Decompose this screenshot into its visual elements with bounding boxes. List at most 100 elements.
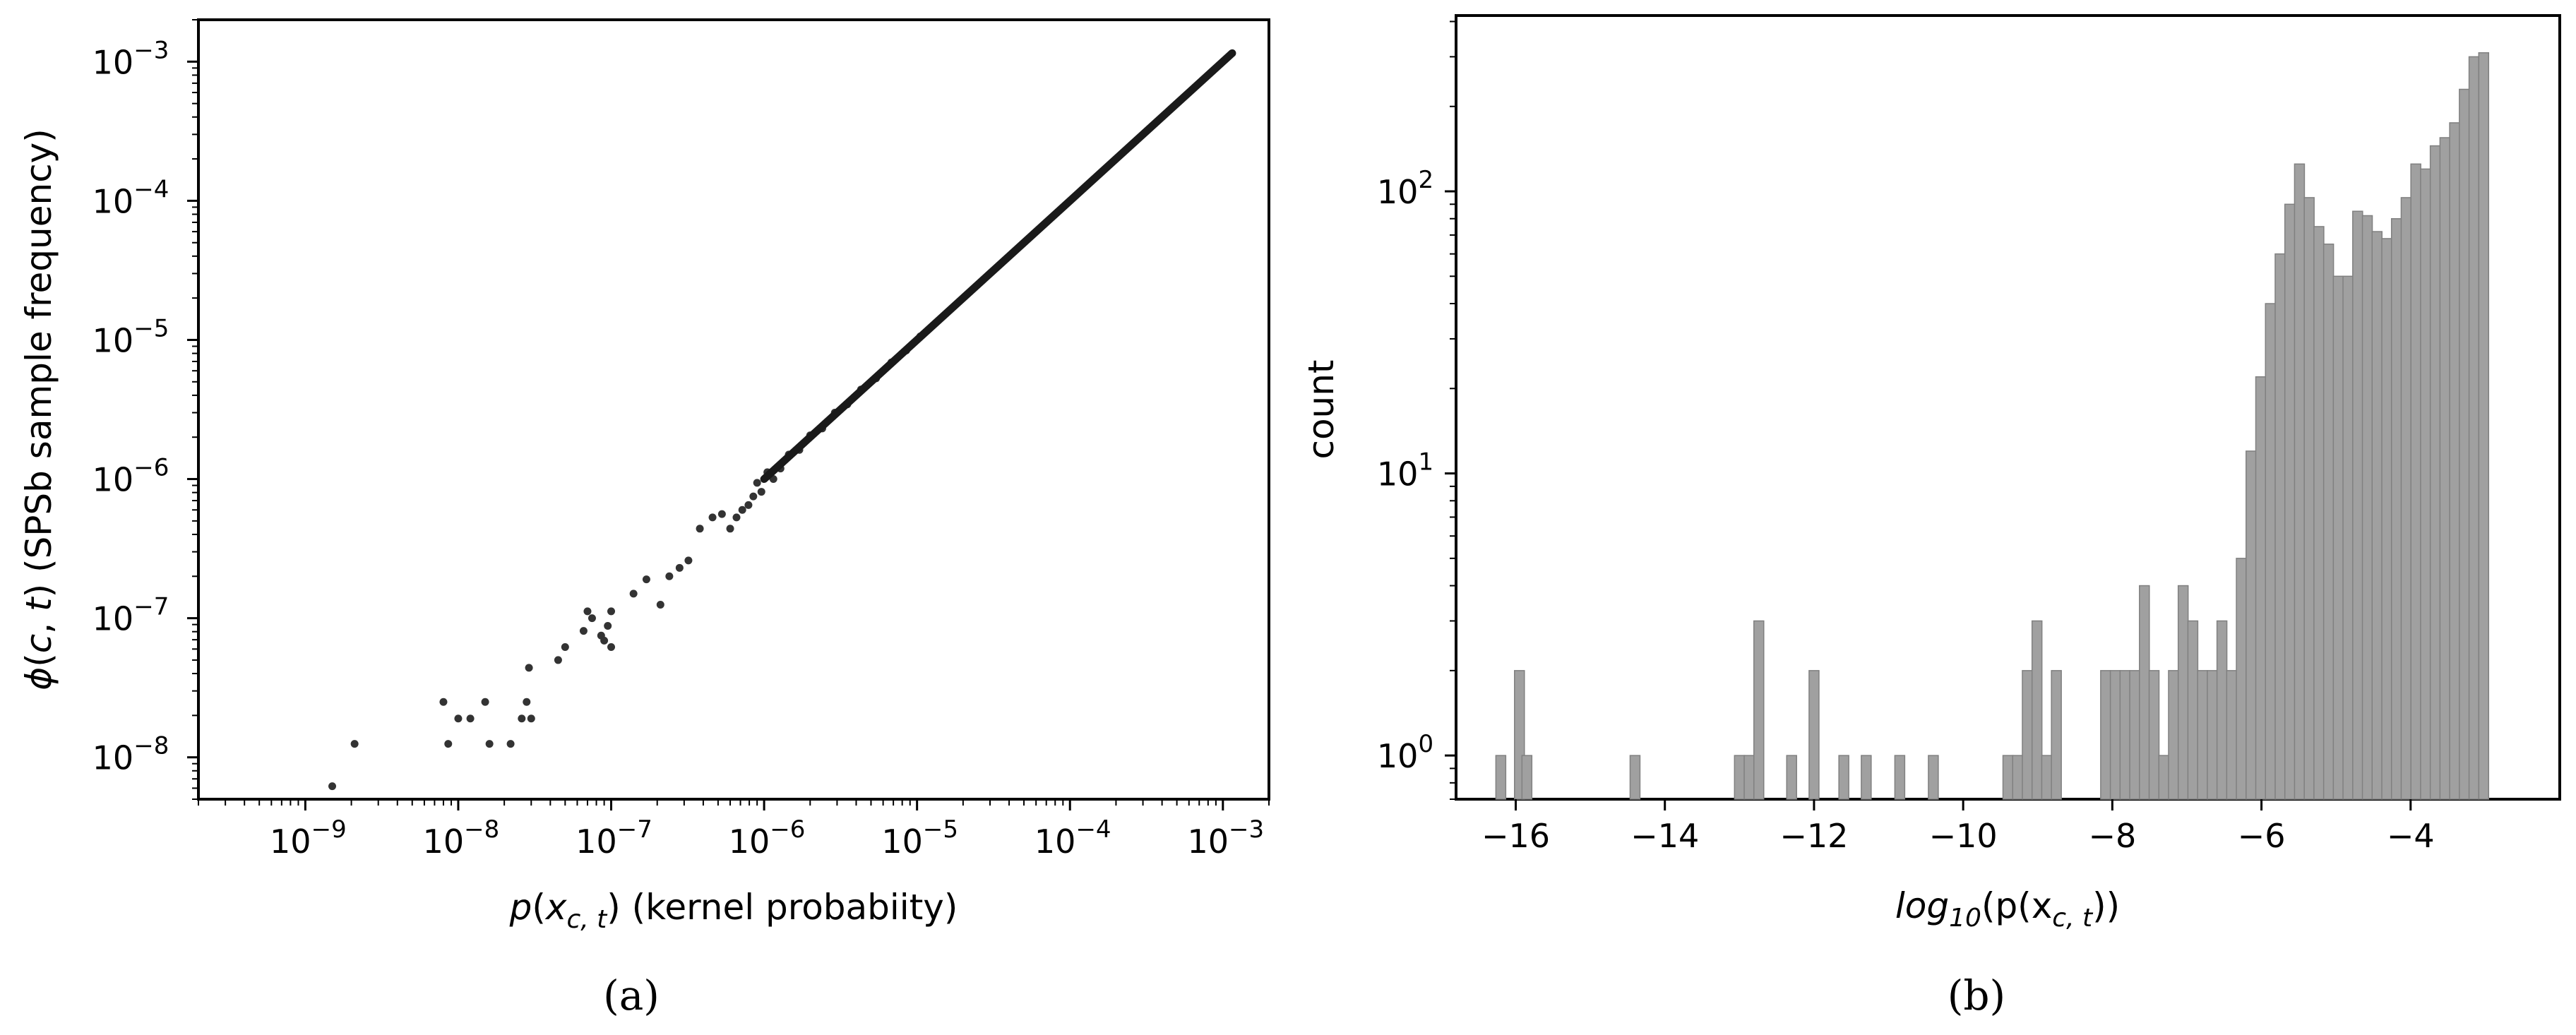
histogram-bar — [2449, 122, 2460, 800]
histogram-bar — [2226, 670, 2238, 800]
histogram-bar — [1753, 620, 1765, 800]
scatter-point — [523, 698, 531, 706]
histogram-bar — [2390, 217, 2402, 800]
histogram-bar — [2041, 755, 2053, 800]
scatter-point — [328, 782, 337, 791]
x-axis-ticks: 10−9 10−8 10−7 10−6 10−5 10−4 10−3 — [198, 799, 1270, 861]
x-tick-label: 10−7 — [576, 815, 652, 861]
histogram-bar — [2197, 670, 2208, 800]
scatter-point — [607, 607, 616, 616]
x-tick-label: −16 — [1481, 817, 1550, 855]
histogram-bar — [2012, 755, 2023, 800]
x-tick-label: −6 — [2238, 817, 2286, 855]
y-tick-label: 10−8 — [93, 732, 169, 777]
scatter-point — [485, 740, 494, 748]
histogram-bar — [2381, 238, 2392, 800]
histogram-bar — [2216, 620, 2228, 800]
y-axis-ticks: 10−8 10−7 10−6 10−5 10−4 10−3 — [93, 19, 198, 800]
scatter-points — [328, 332, 924, 791]
scatter-point — [665, 572, 674, 580]
histogram-bar — [2400, 197, 2412, 800]
scatter-point — [481, 698, 489, 706]
y-tick-label: 101 — [1377, 448, 1433, 493]
scatter-point — [561, 643, 569, 652]
scatter-point — [518, 714, 526, 723]
scatter-point — [629, 590, 638, 598]
x-tick-label: −4 — [2387, 817, 2435, 855]
histogram-bar — [1743, 755, 1755, 800]
y-axis-label-a: ϕ(c, t) (SPSb sample frequency) — [18, 128, 59, 690]
x-tick-label: −14 — [1630, 817, 1699, 855]
y-tick-label: 102 — [1377, 166, 1433, 211]
histogram-bars — [1495, 52, 2490, 800]
scatter-point — [444, 740, 453, 748]
x-axis-label-b: log10(p(xc, t)) — [1895, 885, 2120, 933]
histogram-bar — [1495, 755, 1507, 800]
panel-label-b: (b) — [1948, 971, 2005, 1019]
histogram-bar — [2459, 88, 2470, 800]
histogram-bar — [1838, 755, 1849, 800]
dense-diagonal-line — [760, 49, 1236, 484]
histogram-bar — [2100, 670, 2111, 800]
scatter-point — [708, 513, 717, 522]
histogram-bar — [2429, 145, 2441, 800]
histogram-bar — [2294, 163, 2306, 800]
histogram-bar — [2342, 275, 2354, 800]
y-tick-label: 10−4 — [93, 175, 169, 220]
histogram-bar — [2246, 450, 2257, 800]
y-axis-ticks: 100 101 102 — [1377, 20, 1456, 800]
scatter-point — [757, 488, 765, 496]
x-tick-label: −12 — [1779, 817, 1848, 855]
scatter-point — [439, 698, 448, 706]
histogram-bar — [2148, 670, 2160, 800]
histogram-bar — [2168, 670, 2179, 800]
x-tick-label: 10−5 — [881, 815, 958, 861]
histogram-bar — [2478, 52, 2490, 800]
panel-label-a: (a) — [603, 971, 660, 1019]
x-tick-label: 10−4 — [1034, 815, 1111, 861]
scatter-point — [604, 622, 612, 630]
y-tick-label: 100 — [1377, 730, 1433, 775]
scatter-point — [554, 656, 562, 664]
scatter-point — [726, 525, 734, 533]
histogram-bar — [2332, 275, 2344, 800]
x-tick-label: −10 — [1929, 817, 1998, 855]
histogram-bar — [2352, 210, 2363, 800]
histogram-bar — [2284, 203, 2296, 800]
histogram-bar — [2274, 253, 2286, 800]
histogram-bar — [2207, 670, 2218, 800]
x-tick-label: 10−8 — [423, 815, 500, 861]
histogram-bar — [2177, 585, 2189, 800]
y-tick-label: 10−6 — [93, 454, 169, 499]
scatter-point — [656, 601, 664, 609]
scatter-point — [527, 714, 535, 723]
histogram-bar — [2313, 226, 2325, 800]
scatter-chart-panel: 10−9 10−8 10−7 10−6 10−5 10−4 10−3 10−810−710−… — [18, 18, 1270, 1019]
scatter-point — [717, 510, 726, 518]
histogram-bar — [2022, 670, 2033, 800]
scatter-point — [607, 643, 616, 652]
histogram-bar — [1861, 755, 1872, 800]
scatter-point — [454, 714, 463, 723]
histogram-bar — [2158, 755, 2169, 800]
x-axis-ticks: −16 −14 −12 −10 −8 −6 −4 — [1481, 799, 2435, 855]
scatter-point — [675, 563, 684, 572]
histogram-bar — [2371, 231, 2383, 800]
histogram-bar — [2051, 670, 2062, 800]
dense-points-line — [760, 49, 1236, 484]
scatter-point — [583, 607, 592, 616]
scatter-point — [600, 636, 609, 645]
histogram-bar — [2303, 197, 2315, 800]
histogram-bar — [2002, 755, 2014, 800]
histogram-bar — [2410, 163, 2421, 800]
x-tick-label: 10−6 — [729, 815, 806, 861]
scatter-point — [749, 492, 758, 501]
histogram-bar — [2187, 620, 2199, 800]
scatter-point — [350, 740, 359, 748]
y-tick-label: 10−3 — [93, 36, 169, 81]
histogram-bar — [1808, 670, 1820, 800]
histogram-bar — [2119, 670, 2131, 800]
histogram-bar — [1928, 755, 1939, 800]
histogram-bar — [2439, 137, 2451, 800]
